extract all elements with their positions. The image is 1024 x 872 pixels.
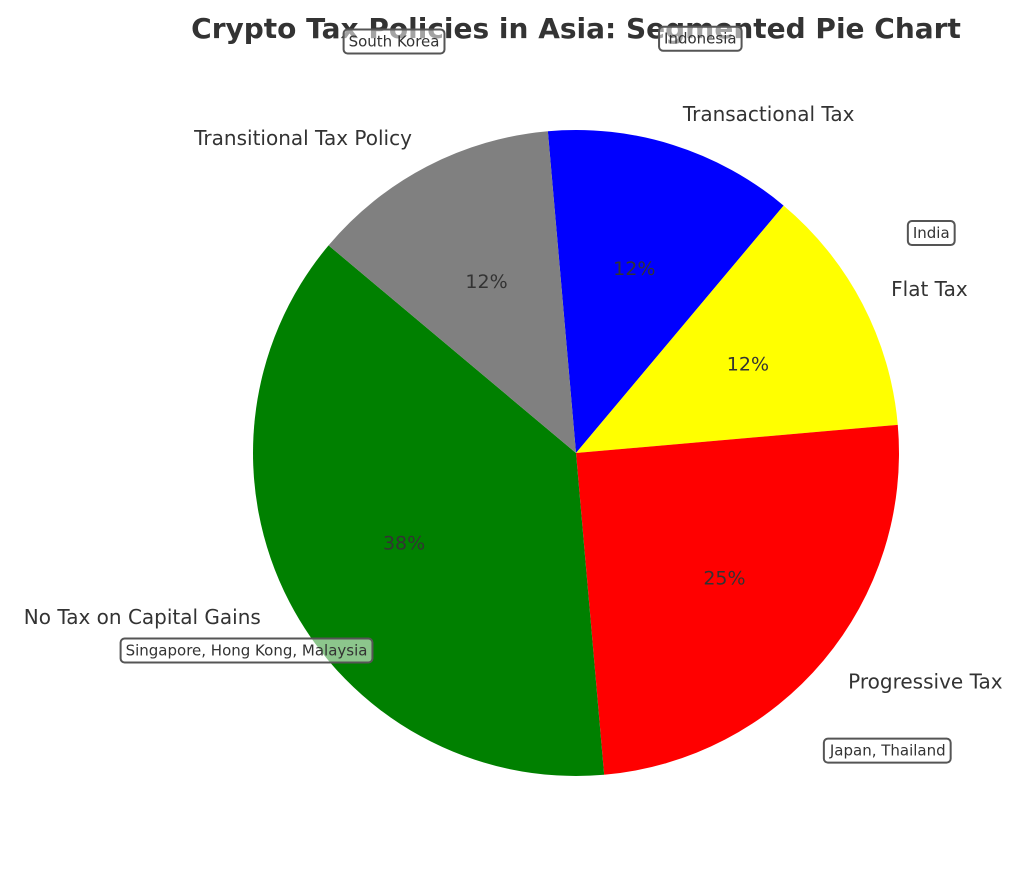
chart-title: Crypto Tax Policies in Asia: Segmented P… [191,12,961,45]
annotation-box [906,220,956,247]
pie-slices [253,130,899,776]
percentage-labels: 12% 12% 25% 38% 12% [383,258,769,589]
category-labels: Transactional Tax Flat Tax Progressive Tax… [24,102,1003,693]
annotation-text: Japan, Thailand [829,742,946,760]
annotation-text: Singapore, Hong Kong, Malaysia [126,642,368,660]
country-annotation: South Korea [342,28,446,55]
annotation-text: India [913,224,950,242]
category-label: Progressive Tax [848,669,1003,693]
pct-label: 38% [383,532,425,554]
slice-transactional-tax [547,130,784,453]
category-label: Flat Tax [891,277,968,301]
pct-label: 25% [703,568,745,590]
country-annotation: India [906,220,956,247]
country-annotation: Indonesia [658,25,743,52]
pct-label: 12% [727,354,769,376]
annotation-box [342,28,446,55]
country-annotation: Singapore, Hong Kong, Malaysia [119,637,374,664]
pct-label: 12% [613,258,655,280]
slice-flat-tax [576,205,898,453]
category-label: Transitional Tax Policy [193,126,412,150]
country-annotation: Japan, Thailand [822,737,952,764]
annotation-text: Indonesia [664,30,737,48]
country-annotations: Indonesia India Japan, Thailand Singapore, … [119,25,956,764]
annotation-box [119,637,374,664]
slice-transitional-tax-policy [328,131,576,453]
category-label: No Tax on Capital Gains [24,605,261,629]
slice-progressive-tax [576,424,899,775]
annotation-box [658,25,743,52]
pct-label: 12% [465,271,507,293]
category-label: Transactional Tax [682,102,855,126]
annotation-text: South Korea [349,32,440,50]
annotation-box [822,737,952,764]
